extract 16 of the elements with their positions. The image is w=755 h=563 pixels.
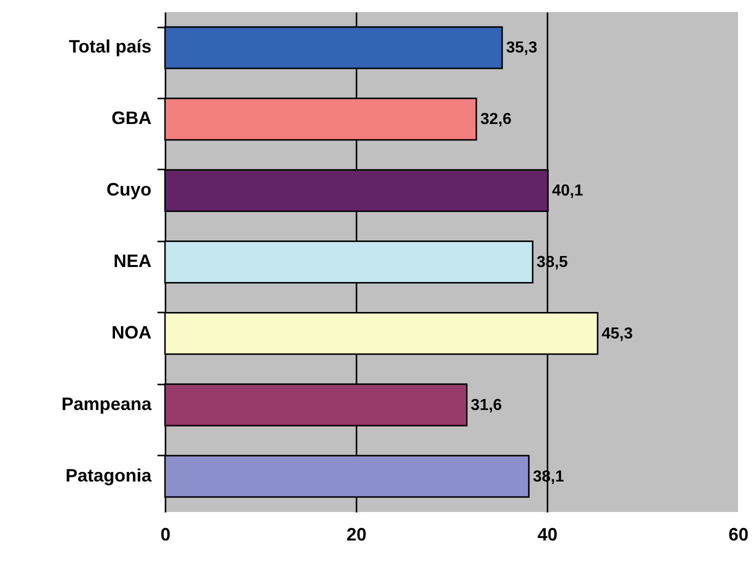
data-label: 31,6 <box>470 396 502 414</box>
data-label: 32,6 <box>480 111 512 128</box>
y-tick-label: Total país <box>68 36 152 57</box>
data-label: 35,3 <box>506 40 538 57</box>
y-tick-label: Patagonia <box>65 465 152 486</box>
y-tick-label: Pampeana <box>61 394 152 414</box>
y-tick-label: Cuyo <box>106 180 152 200</box>
x-tick-label: 40 <box>537 524 558 544</box>
x-tick-label: 0 <box>160 524 171 544</box>
y-tick-label: NOA <box>112 322 152 342</box>
x-tick-label: 60 <box>728 524 749 544</box>
data-label: 40,1 <box>552 182 584 200</box>
y-tick-label: GBA <box>112 108 152 128</box>
y-tick-label: NEA <box>113 251 152 271</box>
x-tick-label: 20 <box>346 524 367 544</box>
data-label: 45,3 <box>602 325 633 342</box>
